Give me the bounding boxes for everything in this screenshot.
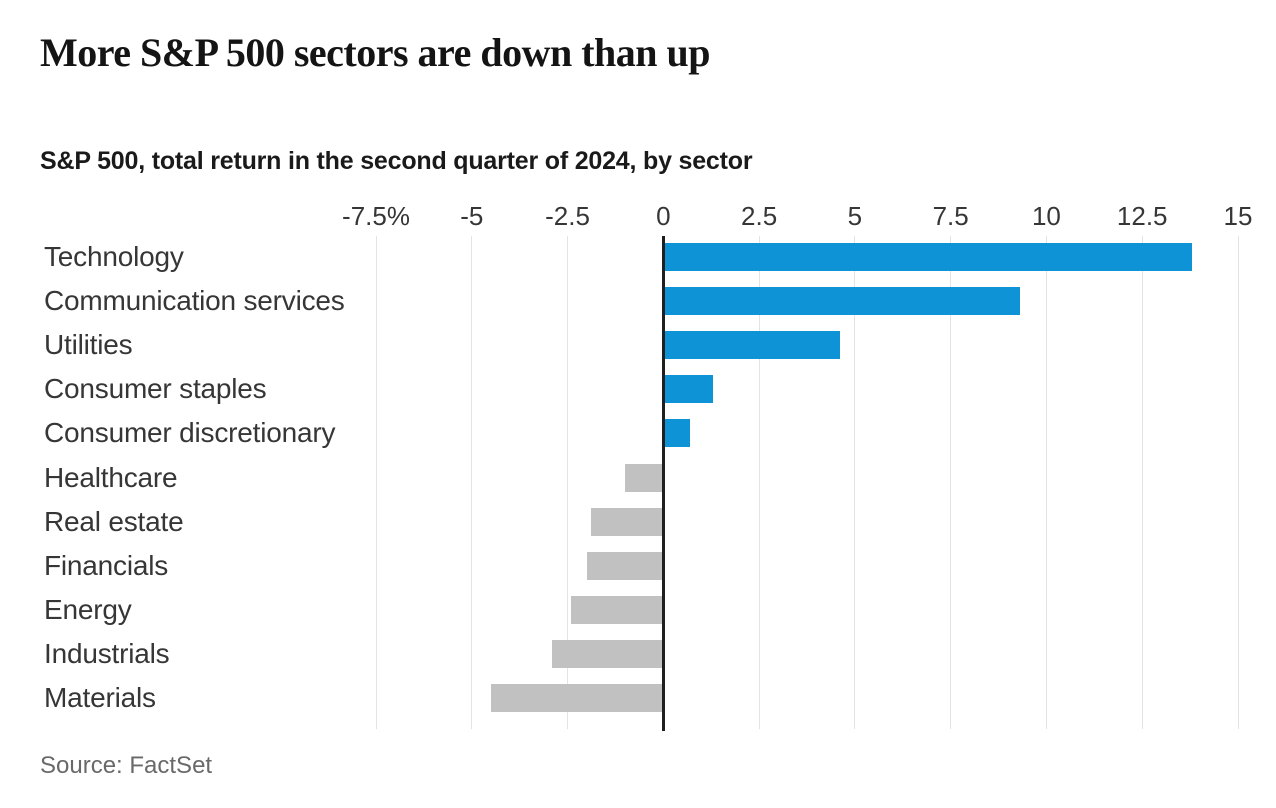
category-label-materials: Materials <box>44 682 156 713</box>
category-label-financials: Financials <box>44 549 169 581</box>
gridline <box>471 236 473 729</box>
category-label-consumer-staples: Consumer staples <box>44 373 267 405</box>
x-axis-tick-label: 10 <box>1031 201 1061 231</box>
x-axis-tick-label: 5 <box>847 201 863 231</box>
bar-industrials <box>552 639 664 668</box>
gridline <box>854 236 856 729</box>
category-label-consumer-discretionary: Consumer discretionary <box>44 417 336 449</box>
category-label-utilities: Utilities <box>44 329 133 361</box>
bar-utilities <box>663 331 840 360</box>
gridline <box>758 236 760 729</box>
bar-materials <box>490 684 664 712</box>
gridline <box>567 236 569 729</box>
chart-subtitle: S&P 500, total return in the second quar… <box>40 147 753 175</box>
gridline <box>950 236 952 729</box>
source-note: Source: FactSet <box>40 752 213 779</box>
category-label-real-estate: Real estate <box>44 505 184 537</box>
gridline <box>375 236 377 729</box>
bar-technology <box>663 243 1193 271</box>
x-axis-tick-label: 0 <box>656 201 671 231</box>
gridline <box>1237 236 1239 729</box>
gridline <box>1045 236 1047 729</box>
x-axis-tick-label: -5 <box>460 201 484 231</box>
bar-consumer-staples <box>663 375 714 404</box>
category-label-industrials: Industrials <box>44 637 170 669</box>
x-axis-tick-label: -2.5 <box>545 201 590 231</box>
x-axis-tick-label: -7.5% <box>342 201 410 231</box>
category-label-healthcare: Healthcare <box>44 461 178 493</box>
bar-energy <box>571 595 664 624</box>
gridline <box>1141 236 1143 729</box>
category-label-communication-services: Communication services <box>44 285 345 317</box>
x-axis-tick-label: 12.5 <box>1116 201 1168 231</box>
bar-financials <box>586 551 664 580</box>
category-label-energy: Energy <box>44 593 132 625</box>
x-axis-tick-label: 7.5 <box>932 201 969 231</box>
category-label-technology: Technology <box>44 241 184 272</box>
bar-real-estate <box>590 507 664 536</box>
chart-title: More S&P 500 sectors are down than up <box>40 30 711 75</box>
bar-healthcare <box>625 463 664 492</box>
bar-communication-services <box>663 287 1020 316</box>
x-axis-tick-label: 2.5 <box>741 201 778 231</box>
zero-baseline <box>661 236 665 731</box>
bar-consumer-discretionary <box>663 419 691 448</box>
x-axis-tick-label: 15 <box>1223 201 1253 231</box>
